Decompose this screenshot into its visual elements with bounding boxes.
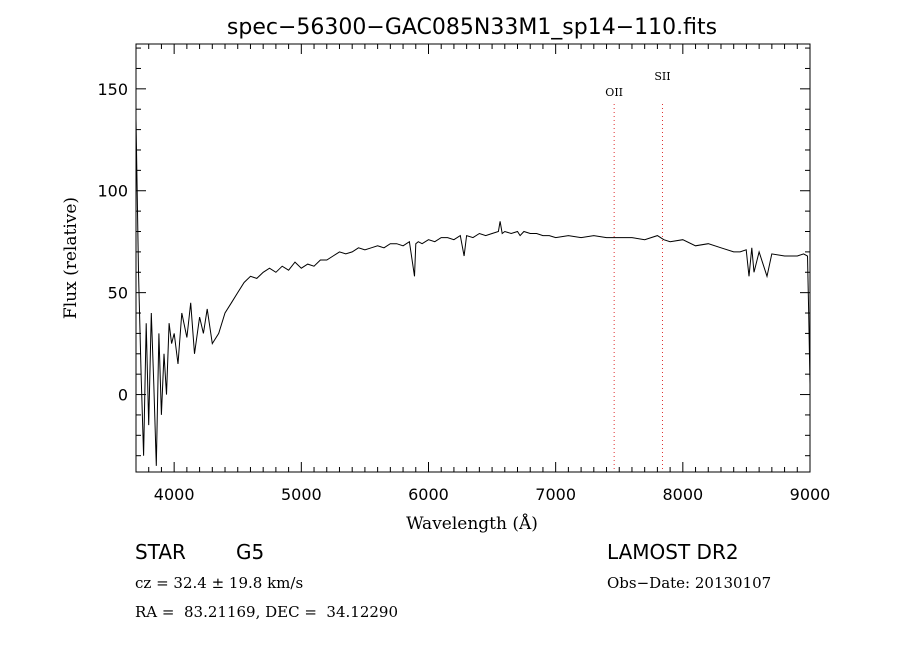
x-tick-label: 6000 — [408, 485, 449, 504]
x-tick-label: 5000 — [281, 485, 322, 504]
y-axis-label: Flux (relative) — [61, 197, 81, 319]
coordinates-text: RA = 83.21169, DEC = 34.12290 — [135, 603, 399, 621]
redshift-text: cz = 32.4 ± 19.8 km/s — [135, 574, 304, 592]
annotation-label: SII — [654, 70, 670, 83]
survey-name: LAMOST DR2 — [607, 540, 739, 564]
chart-title: spec−56300−GAC085N33M1_sp14−110.fits — [227, 15, 717, 40]
plot-frame — [135, 43, 811, 473]
x-tick-label: 7000 — [535, 485, 576, 504]
y-axis: 0 50 100 150 — [97, 47, 810, 457]
x-axis-label: Wavelength (Å) — [406, 513, 538, 534]
x-axis: 4000 5000 6000 7000 8000 9000 — [135, 44, 831, 504]
x-tick-label: 9000 — [790, 485, 831, 504]
line-annotations: OII SII — [605, 70, 671, 472]
object-class: STAR — [135, 540, 186, 564]
object-subclass: G5 — [236, 540, 265, 564]
annotation-label: OII — [605, 86, 623, 99]
spectrum-line — [135, 119, 811, 466]
obs-date-text: Obs−Date: 20130107 — [607, 574, 772, 592]
y-tick-label: 0 — [118, 386, 128, 405]
y-tick-label: 150 — [97, 80, 128, 99]
y-tick-label: 50 — [108, 284, 128, 303]
y-tick-label: 100 — [97, 182, 128, 201]
x-tick-label: 8000 — [662, 485, 703, 504]
x-tick-label: 4000 — [154, 485, 195, 504]
